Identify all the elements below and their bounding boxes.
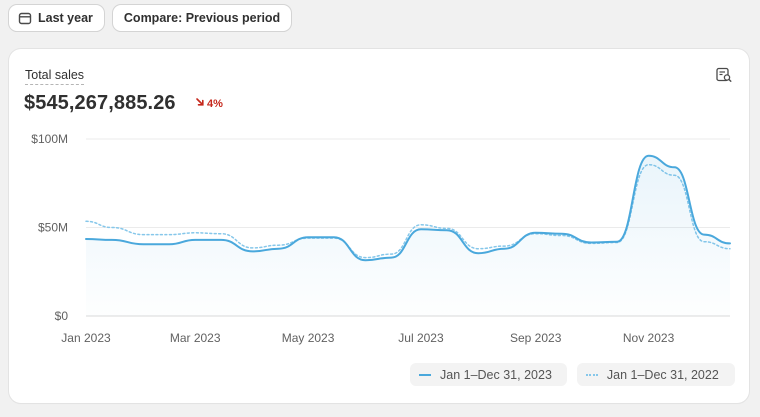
date-range-label: Last year — [38, 11, 93, 25]
report-toolbar: Last year Compare: Previous period — [9, 5, 292, 31]
legend-label-previous: Jan 1–Dec 31, 2022 — [606, 367, 719, 382]
solid-line-swatch — [419, 373, 431, 376]
explore-report-icon[interactable] — [715, 66, 733, 84]
y-tick-label: $50M — [38, 221, 68, 235]
x-tick-label: Jul 2023 — [398, 331, 444, 345]
total-sales-chart: $0 $50M $100M Jan 2023 Mar 2023 May 2023 Jul 2… — [31, 132, 731, 345]
series-line-current — [85, 154, 731, 262]
legend-label-current: Jan 1–Dec 31, 2023 — [440, 367, 552, 382]
x-tick-label: Jan 2023 — [61, 331, 111, 345]
x-tick-label: Mar 2023 — [170, 331, 221, 345]
date-range-button[interactable]: Last year — [9, 5, 104, 31]
metric-value: $545,267,885.26 — [24, 92, 176, 114]
arrow-down-right-icon — [195, 97, 205, 110]
y-tick-label: $100M — [31, 132, 68, 146]
compare-period-button[interactable]: Compare: Previous period — [112, 5, 292, 31]
metric-title[interactable]: Total sales — [25, 68, 85, 85]
x-tick-label: Sep 2023 — [510, 331, 562, 345]
x-tick-label: May 2023 — [282, 331, 335, 345]
total-sales-card: Total sales $545,267,885.26 4% $0 $50M $10… — [9, 49, 749, 403]
dotted-line-swatch — [585, 373, 598, 376]
legend-item-current[interactable]: Jan 1–Dec 31, 2023 — [410, 363, 567, 386]
calendar-icon — [18, 11, 32, 25]
series-area-current — [86, 155, 730, 316]
metric-change-value: 4% — [207, 97, 223, 110]
x-tick-label: Nov 2023 — [623, 331, 675, 345]
compare-period-label: Compare: Previous period — [123, 11, 281, 25]
metric-change-badge: 4% — [195, 97, 223, 110]
y-tick-label: $0 — [55, 309, 69, 323]
legend-item-previous[interactable]: Jan 1–Dec 31, 2022 — [576, 363, 735, 386]
chart-legend: Jan 1–Dec 31, 2023 Jan 1–Dec 31, 2022 — [410, 363, 735, 386]
